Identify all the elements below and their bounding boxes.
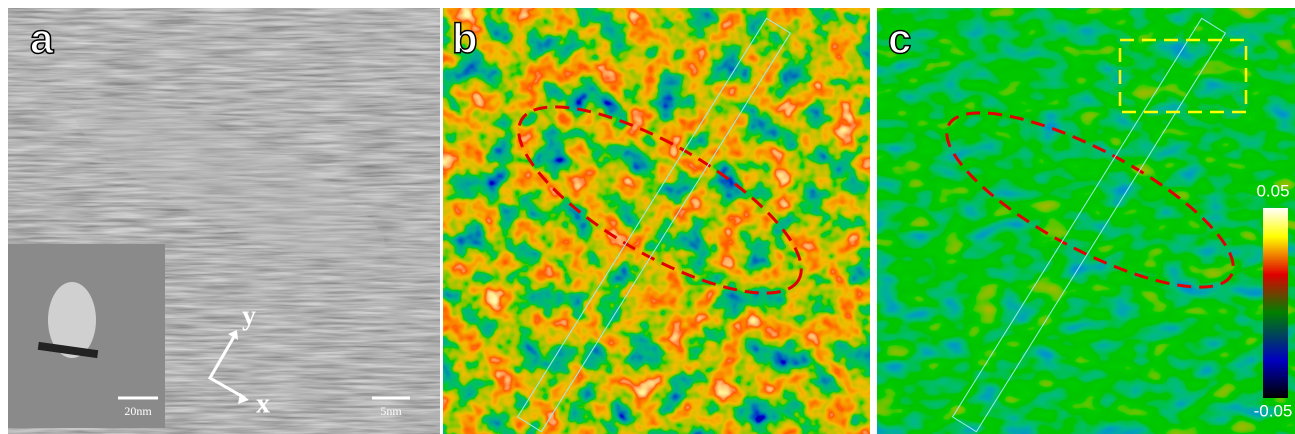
scale-label: 5nm [380, 404, 402, 418]
colorbar [1263, 208, 1288, 398]
axis-label: y [242, 300, 256, 331]
strain-map [877, 8, 1295, 434]
figure: a y x 5nm 20nm b c 0.05 -0.05 [0, 0, 1295, 434]
panel-b: b [443, 8, 870, 434]
scale-label: 20nm [124, 404, 152, 418]
panel-a: a y x 5nm 20nm [8, 8, 440, 434]
figure-svg: a y x 5nm 20nm b c 0.05 -0.05 [0, 0, 1295, 434]
panel-label: c [888, 15, 911, 62]
axis-label: x [256, 388, 270, 419]
panel-c: c 0.05 -0.05 [877, 8, 1295, 434]
panel-label: a [30, 15, 54, 62]
strain-map [443, 8, 870, 434]
colorbar-label: 0.05 [1256, 181, 1289, 200]
colorbar-label: -0.05 [1254, 401, 1293, 420]
panel-label: b [452, 15, 478, 62]
